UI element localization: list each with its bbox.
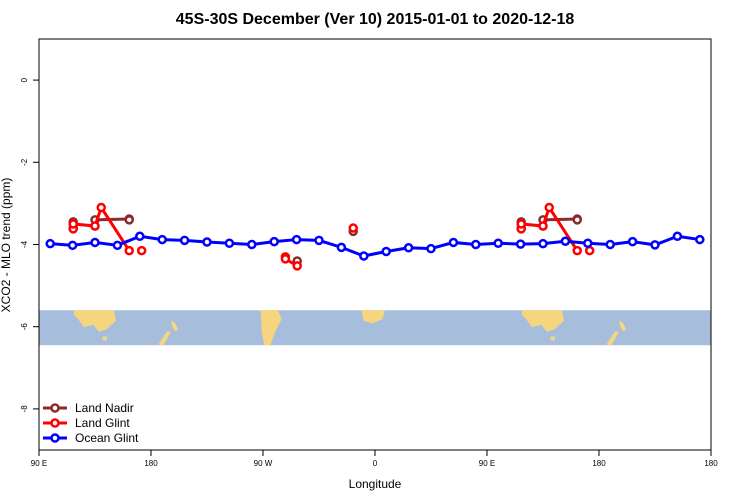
ocean-glint-point	[336, 242, 347, 253]
y-tick-label: -4	[20, 240, 29, 248]
ocean-glint-point	[314, 235, 324, 246]
ocean-glint-point	[157, 234, 167, 245]
ocean-glint-point	[135, 231, 145, 242]
land-glint-point	[292, 261, 302, 271]
land-glint-point	[124, 245, 134, 256]
x-axis-label: Longitude	[349, 477, 402, 491]
x-tick-label: 0	[373, 459, 378, 468]
x-tick-label: 180	[592, 459, 606, 468]
land-glint-point	[280, 254, 291, 264]
ocean-glint-point	[650, 240, 660, 250]
ocean-glint-point	[426, 243, 436, 254]
new-zealand-north-2	[618, 320, 627, 332]
series-land-nadir	[68, 214, 582, 266]
ocean-glint-point	[179, 235, 190, 246]
ocean-glint-point	[493, 238, 503, 249]
land-nadir-point	[124, 215, 134, 225]
ocean-glint-point	[67, 240, 78, 251]
ocean-glint-point	[672, 231, 683, 242]
legend-label: Land Nadir	[75, 401, 134, 415]
land-glint-point	[584, 245, 595, 256]
legend-item-ocean-glint: Ocean Glint	[43, 431, 139, 445]
ocean-glint-point	[359, 251, 369, 261]
land-glint-point	[348, 223, 358, 233]
ocean-glint-point	[224, 238, 235, 249]
series-ocean-glint	[45, 231, 705, 261]
ocean-glint-point	[471, 239, 481, 250]
ocean-glint-point	[403, 243, 414, 253]
australia-landmass-2	[521, 310, 565, 332]
ocean-glint-point	[90, 237, 100, 248]
y-tick-label: -2	[20, 158, 29, 166]
new-zealand-north-1	[170, 320, 179, 332]
x-tick-label: 180	[144, 459, 158, 468]
x-tick-label: 90 E	[31, 459, 47, 468]
ocean-glint-point	[695, 234, 705, 245]
land-glint-point	[68, 219, 78, 229]
legend-item-land-nadir: Land Nadir	[43, 401, 134, 415]
chart-title: 45S-30S December (Ver 10) 2015-01-01 to …	[176, 11, 575, 28]
south-america-landmass	[260, 310, 282, 346]
ocean-glint-point	[112, 240, 123, 251]
x-tick-label: 180	[704, 459, 718, 468]
ocean-glint-point	[269, 236, 279, 247]
ocean-glint-point	[583, 238, 593, 249]
ocean-glint-point	[381, 246, 391, 257]
x-tick-label: 90 W	[254, 459, 273, 468]
ocean-glint-point	[605, 239, 615, 250]
land-glint-point	[572, 245, 582, 256]
land-glint-point	[96, 202, 106, 213]
ocean-glint-point	[45, 238, 55, 249]
australia-landmass-1	[73, 310, 117, 332]
legend-item-land-glint: Land Glint	[43, 416, 130, 430]
ocean-glint-point	[560, 236, 571, 246]
legend-marker	[50, 403, 60, 413]
land-glint-point	[538, 221, 548, 231]
ocean-glint-point	[247, 239, 257, 250]
y-tick-label: -8	[20, 405, 29, 413]
legend-marker	[50, 418, 60, 428]
land-glint-point	[516, 219, 526, 229]
new-zealand-south-1	[158, 331, 171, 346]
ocean-glint-point	[202, 237, 212, 247]
africa-landmass	[361, 310, 385, 324]
legend-label: Ocean Glint	[75, 431, 139, 445]
new-zealand-south-2	[606, 331, 619, 346]
ocean-glint-point	[538, 238, 548, 249]
tasmania-2	[550, 336, 556, 342]
land-glint-point	[90, 221, 100, 231]
ocean-glint-line	[50, 234, 701, 258]
y-axis-label: XCO2 - MLO trend (ppm)	[0, 178, 13, 313]
tasmania-1	[102, 336, 108, 342]
series-land-glint	[68, 202, 595, 271]
y-tick-label: -6	[20, 323, 29, 331]
ocean-glint-point	[627, 236, 638, 247]
background-map	[39, 310, 711, 346]
ocean-glint-point	[448, 237, 459, 248]
x-axis: 90 E 180 90 W 0 90 E 180 180	[31, 450, 718, 468]
land-glint-point	[136, 245, 147, 256]
legend-marker	[50, 433, 60, 443]
legend-label: Land Glint	[75, 416, 130, 430]
land-glint-point	[544, 202, 554, 213]
y-axis: 0 -2 -4 -6 -8	[20, 77, 39, 412]
land-nadir-point	[572, 215, 582, 225]
ocean-glint-point	[291, 234, 302, 245]
x-tick-label: 90 E	[479, 459, 495, 468]
y-tick-label: 0	[20, 77, 29, 82]
ocean-glint-point	[515, 239, 526, 249]
series-layer	[45, 202, 705, 271]
